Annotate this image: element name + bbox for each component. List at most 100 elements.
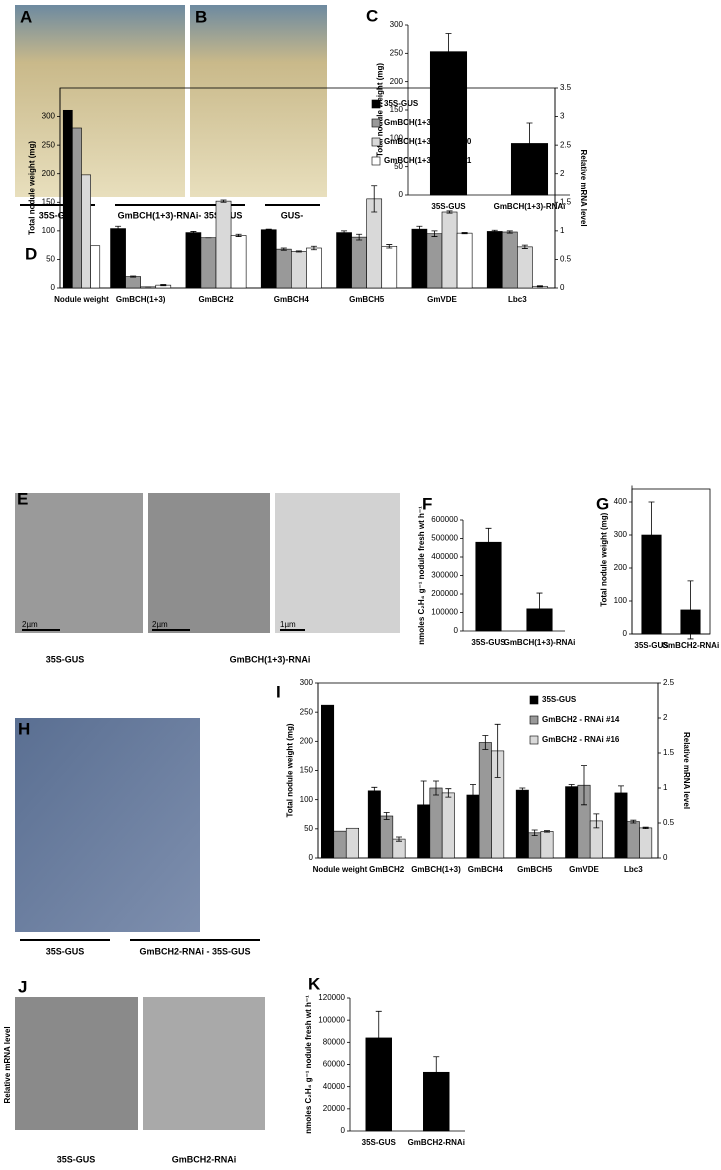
caption: GmBCH(1+3)-RNAi xyxy=(230,654,311,664)
x-tick-label: GmBCH2-RNAi xyxy=(408,1138,465,1147)
bar xyxy=(345,827,360,859)
y-axis-label: Total nodule weight (mg) xyxy=(600,512,609,606)
bar xyxy=(614,792,628,859)
bar xyxy=(336,232,352,289)
error-bar xyxy=(371,786,378,795)
error-bar xyxy=(485,527,492,557)
bar xyxy=(62,109,73,289)
x-tick-label: Lbc3 xyxy=(508,295,527,304)
error-bar xyxy=(461,232,468,235)
bar xyxy=(626,821,640,859)
error-bar xyxy=(642,826,649,829)
error-bar xyxy=(494,723,501,778)
y-axis-label: Total nodule weight (mg) xyxy=(28,141,37,235)
panel-letter: E xyxy=(17,489,28,508)
panel-letter: F xyxy=(422,494,432,513)
scale-label: 2µm xyxy=(22,620,38,629)
y-tick-label: 300 xyxy=(300,678,314,687)
error-bar xyxy=(519,787,526,793)
legend-label: GmBCH2 - RNAi #16 xyxy=(542,735,620,744)
photo xyxy=(15,5,185,197)
error-bar xyxy=(536,592,543,625)
y-tick-label: 300 xyxy=(614,530,628,539)
y-tick-label: 20000 xyxy=(323,1104,346,1113)
bar xyxy=(260,229,277,289)
y-tick-label: 0 xyxy=(341,1126,346,1135)
legend-swatch xyxy=(529,715,539,725)
error-bar xyxy=(648,501,655,569)
y-tick-label: 100000 xyxy=(431,608,458,617)
legend-label: 35S-GUS xyxy=(384,99,419,108)
legend-label: 35S-GUS xyxy=(542,695,577,704)
error-bar xyxy=(220,199,227,203)
legend-label: GmBCH(1+3)-RNAi #20 xyxy=(384,137,472,146)
y-tick-label: 120000 xyxy=(318,993,345,1002)
error-bar xyxy=(310,245,317,251)
x-tick-label: 35S-GUS xyxy=(634,641,669,650)
error-bar xyxy=(482,735,489,750)
bar xyxy=(528,832,542,859)
error-bar xyxy=(420,780,427,829)
error-bar xyxy=(235,233,242,237)
y-tick-label: 150 xyxy=(42,197,56,206)
y-tick-label: 200 xyxy=(614,563,628,572)
error-bar xyxy=(470,784,476,806)
bar xyxy=(81,174,91,289)
bar xyxy=(411,228,428,289)
y-axis-label: Total nodule weight (mg) xyxy=(376,63,385,157)
bar xyxy=(429,787,443,859)
error-bar xyxy=(446,210,453,214)
caption: GmBCH2-RNAi - 35S-GUS xyxy=(139,946,250,956)
legend-swatch xyxy=(371,156,381,166)
y-tick-label: 200 xyxy=(390,77,404,86)
y-tick-label: 600000 xyxy=(431,515,458,524)
photo xyxy=(15,997,138,1130)
bar xyxy=(486,231,503,289)
error-bar xyxy=(491,229,498,233)
panel-letter: K xyxy=(308,974,321,993)
scale-label: 1µm xyxy=(280,620,296,629)
bar xyxy=(275,248,292,289)
bar xyxy=(441,792,455,859)
y2-tick-label: 2.5 xyxy=(560,140,572,149)
x-tick-label: GmVDE xyxy=(427,295,457,304)
x-tick-label: GmBCH(1+3)-RNAi xyxy=(504,638,576,647)
y2-tick-label: 1.5 xyxy=(560,197,572,206)
legend-label: GmBCH2 - RNAi #14 xyxy=(542,715,620,724)
y-tick-label: 0 xyxy=(399,190,404,199)
x-tick-label: GmBCH2 xyxy=(198,295,234,304)
error-bar xyxy=(356,233,363,241)
error-bar xyxy=(536,285,543,288)
y2-tick-label: 1 xyxy=(560,226,565,235)
caption: GmBCH(1+3)-RNAi- 35S-GUS xyxy=(118,210,243,220)
bar xyxy=(441,211,458,289)
bar xyxy=(200,237,217,289)
y-tick-label: 100000 xyxy=(318,1015,345,1024)
caption: 35S-GUS xyxy=(39,210,78,220)
legend-label: GmBCH(1+3)-RNAi #2 xyxy=(384,118,467,127)
bar xyxy=(381,245,398,289)
photo xyxy=(15,493,143,633)
y-tick-label: 400000 xyxy=(431,552,458,561)
x-tick-label: GmBCH(1+3) xyxy=(116,295,166,304)
y-tick-label: 200 xyxy=(300,736,314,745)
bar xyxy=(380,815,394,859)
bar xyxy=(475,541,502,632)
y2-tick-label: 2 xyxy=(560,169,565,178)
photo xyxy=(143,997,265,1130)
y-axis-label: Total nodule weight (mg) xyxy=(286,723,295,817)
side-label: Relative mRNA level xyxy=(3,1026,12,1103)
bar xyxy=(215,200,232,289)
bar xyxy=(515,789,529,859)
y-axis-label: nmoles C₂H₄ g⁻¹ nodule fresh wt h⁻¹ xyxy=(304,995,313,1134)
error-bar xyxy=(526,122,533,165)
bar xyxy=(429,51,468,196)
panel-letter: D xyxy=(25,244,37,263)
x-tick-label: GmBCH5 xyxy=(517,865,553,874)
y-tick-label: 300 xyxy=(42,112,56,121)
y2-tick-label: 0 xyxy=(663,853,668,862)
error-bar xyxy=(341,230,348,235)
photo xyxy=(275,493,400,633)
caption: 35S-GUS xyxy=(46,654,85,664)
